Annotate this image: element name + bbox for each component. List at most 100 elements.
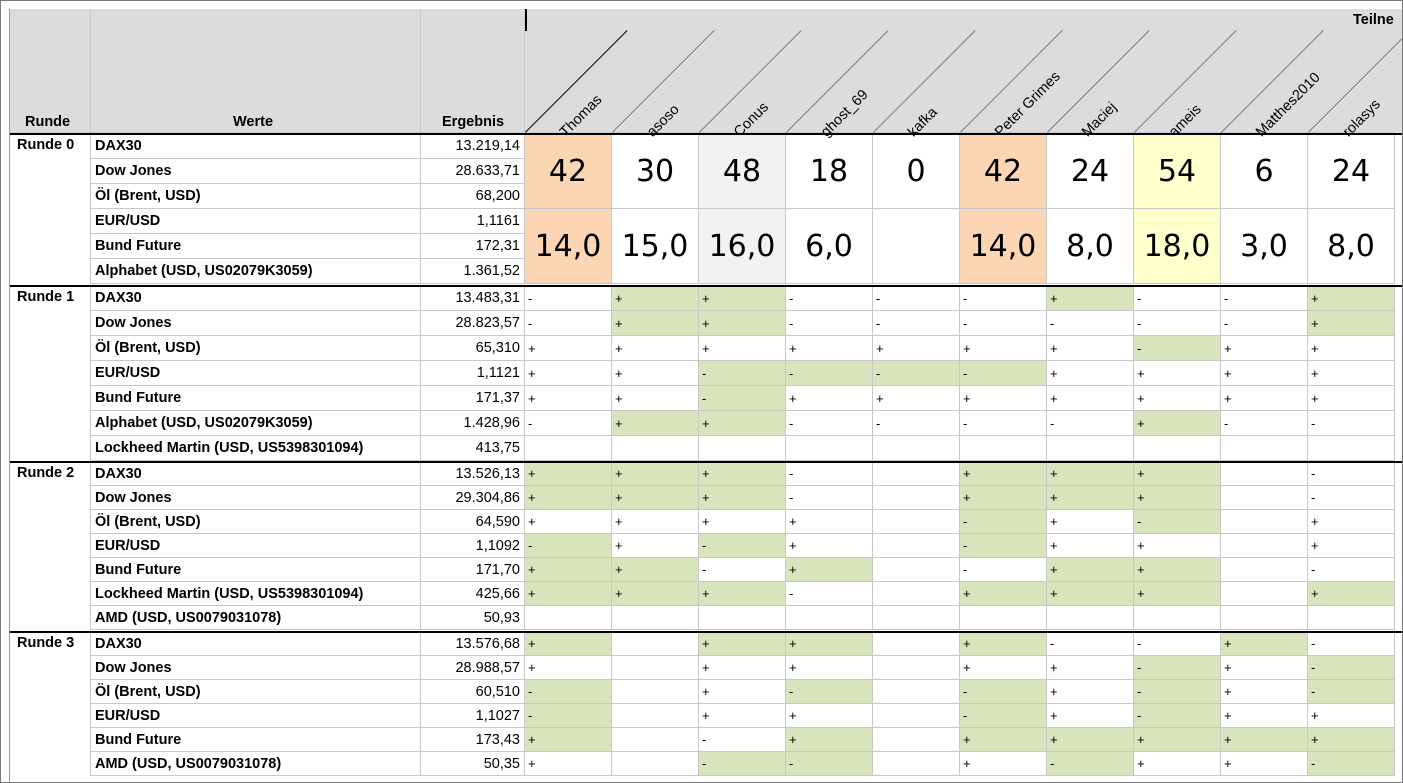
prediction-cell[interactable] xyxy=(525,436,612,461)
prediction-cell[interactable]: + xyxy=(612,286,699,311)
prediction-cell[interactable]: + xyxy=(1047,558,1134,582)
prediction-cell[interactable]: + xyxy=(1134,361,1221,386)
table-row-ergebnis[interactable]: 28.633,71 xyxy=(421,159,525,184)
prediction-cell[interactable]: + xyxy=(525,728,612,752)
prediction-cell[interactable] xyxy=(1308,606,1395,630)
table-row-ergebnis[interactable]: 425,66 xyxy=(421,582,525,606)
prediction-cell[interactable] xyxy=(873,752,960,776)
table-row-ergebnis[interactable]: 413,75 xyxy=(421,436,525,461)
prediction-cell[interactable]: - xyxy=(1134,336,1221,361)
prediction-cell[interactable]: - xyxy=(1134,680,1221,704)
prediction-cell[interactable]: + xyxy=(1308,510,1395,534)
prediction-cell[interactable]: - xyxy=(960,411,1047,436)
table-row-wert[interactable]: Lockheed Martin (USD, US5398301094) xyxy=(91,436,421,461)
prediction-cell[interactable]: - xyxy=(1047,411,1134,436)
prediction-cell[interactable]: + xyxy=(525,558,612,582)
participant-header-cell[interactable] xyxy=(960,31,1047,133)
prediction-cell[interactable] xyxy=(786,606,873,630)
prediction-cell[interactable]: + xyxy=(1134,411,1221,436)
prediction-cell[interactable]: - xyxy=(1308,632,1395,656)
prediction-cell[interactable]: + xyxy=(786,656,873,680)
participant-header-cell[interactable] xyxy=(612,31,699,133)
prediction-cell[interactable]: + xyxy=(1221,752,1308,776)
table-row-wert[interactable]: Öl (Brent, USD) xyxy=(91,336,421,361)
prediction-cell[interactable]: + xyxy=(786,534,873,558)
prediction-cell[interactable]: + xyxy=(1047,486,1134,510)
prediction-cell[interactable] xyxy=(873,510,960,534)
participant-header-cell[interactable] xyxy=(1308,31,1395,133)
prediction-cell[interactable]: - xyxy=(1308,486,1395,510)
prediction-cell[interactable]: - xyxy=(960,704,1047,728)
prediction-cell[interactable]: - xyxy=(699,386,786,411)
prediction-cell[interactable]: + xyxy=(1221,704,1308,728)
table-row-ergebnis[interactable]: 1,1027 xyxy=(421,704,525,728)
prediction-cell[interactable]: + xyxy=(699,632,786,656)
table-row-ergebnis[interactable]: 28.823,57 xyxy=(421,311,525,336)
prediction-cell[interactable]: - xyxy=(1134,510,1221,534)
prediction-cell[interactable]: - xyxy=(786,486,873,510)
prediction-cell[interactable]: - xyxy=(1308,752,1395,776)
prediction-cell[interactable]: - xyxy=(960,311,1047,336)
prediction-cell[interactable]: - xyxy=(786,286,873,311)
prediction-cell[interactable] xyxy=(612,632,699,656)
prediction-cell[interactable]: + xyxy=(612,336,699,361)
score-cell[interactable]: 8,0 xyxy=(1308,209,1395,284)
prediction-cell[interactable] xyxy=(699,436,786,461)
prediction-cell[interactable]: + xyxy=(1308,361,1395,386)
prediction-cell[interactable] xyxy=(1221,486,1308,510)
prediction-cell[interactable]: + xyxy=(699,336,786,361)
prediction-cell[interactable]: + xyxy=(786,386,873,411)
header-werte-cell[interactable] xyxy=(91,9,421,133)
prediction-cell[interactable]: + xyxy=(960,632,1047,656)
table-row-ergebnis[interactable]: 29.304,86 xyxy=(421,486,525,510)
prediction-cell[interactable]: - xyxy=(525,534,612,558)
prediction-cell[interactable]: - xyxy=(1221,311,1308,336)
prediction-cell[interactable]: - xyxy=(873,286,960,311)
prediction-cell[interactable]: + xyxy=(1308,386,1395,411)
prediction-cell[interactable] xyxy=(873,704,960,728)
table-row-wert[interactable]: Alphabet (USD, US02079K3059) xyxy=(91,411,421,436)
prediction-cell[interactable] xyxy=(612,680,699,704)
prediction-cell[interactable]: - xyxy=(1308,462,1395,486)
table-row-wert[interactable]: Dow Jones xyxy=(91,311,421,336)
table-row-wert[interactable]: Lockheed Martin (USD, US5398301094) xyxy=(91,582,421,606)
participant-header-cell[interactable] xyxy=(525,31,612,133)
prediction-cell[interactable] xyxy=(612,656,699,680)
prediction-cell[interactable]: + xyxy=(1221,361,1308,386)
table-row-wert[interactable]: DAX30 xyxy=(91,134,421,159)
prediction-cell[interactable] xyxy=(525,606,612,630)
prediction-cell[interactable] xyxy=(1047,436,1134,461)
table-row-ergebnis[interactable]: 13.483,31 xyxy=(421,286,525,311)
table-row-ergebnis[interactable]: 1,1121 xyxy=(421,361,525,386)
prediction-cell[interactable]: + xyxy=(699,286,786,311)
table-row-ergebnis[interactable]: 60,510 xyxy=(421,680,525,704)
prediction-cell[interactable] xyxy=(873,436,960,461)
prediction-cell[interactable]: - xyxy=(1134,704,1221,728)
prediction-cell[interactable]: + xyxy=(1134,752,1221,776)
participant-header-cell[interactable] xyxy=(786,31,873,133)
prediction-cell[interactable]: + xyxy=(525,510,612,534)
prediction-cell[interactable]: + xyxy=(699,462,786,486)
table-row-wert[interactable]: AMD (USD, US0079031078) xyxy=(91,606,421,630)
prediction-cell[interactable]: + xyxy=(612,386,699,411)
prediction-cell[interactable]: + xyxy=(1134,386,1221,411)
prediction-cell[interactable]: + xyxy=(786,558,873,582)
prediction-cell[interactable]: + xyxy=(612,411,699,436)
prediction-cell[interactable]: - xyxy=(786,582,873,606)
prediction-cell[interactable] xyxy=(1221,510,1308,534)
prediction-cell[interactable]: + xyxy=(1134,534,1221,558)
prediction-cell[interactable]: + xyxy=(1047,361,1134,386)
prediction-cell[interactable]: + xyxy=(786,336,873,361)
prediction-cell[interactable]: + xyxy=(699,311,786,336)
prediction-cell[interactable]: - xyxy=(960,361,1047,386)
table-row-wert[interactable]: EUR/USD xyxy=(91,209,421,234)
table-row-wert[interactable]: Bund Future xyxy=(91,728,421,752)
prediction-cell[interactable]: + xyxy=(786,704,873,728)
prediction-cell[interactable]: - xyxy=(1134,311,1221,336)
prediction-cell[interactable]: - xyxy=(525,704,612,728)
prediction-cell[interactable]: - xyxy=(786,680,873,704)
prediction-cell[interactable]: + xyxy=(960,386,1047,411)
prediction-cell[interactable]: - xyxy=(699,558,786,582)
prediction-cell[interactable]: + xyxy=(1047,704,1134,728)
prediction-cell[interactable]: + xyxy=(1221,632,1308,656)
